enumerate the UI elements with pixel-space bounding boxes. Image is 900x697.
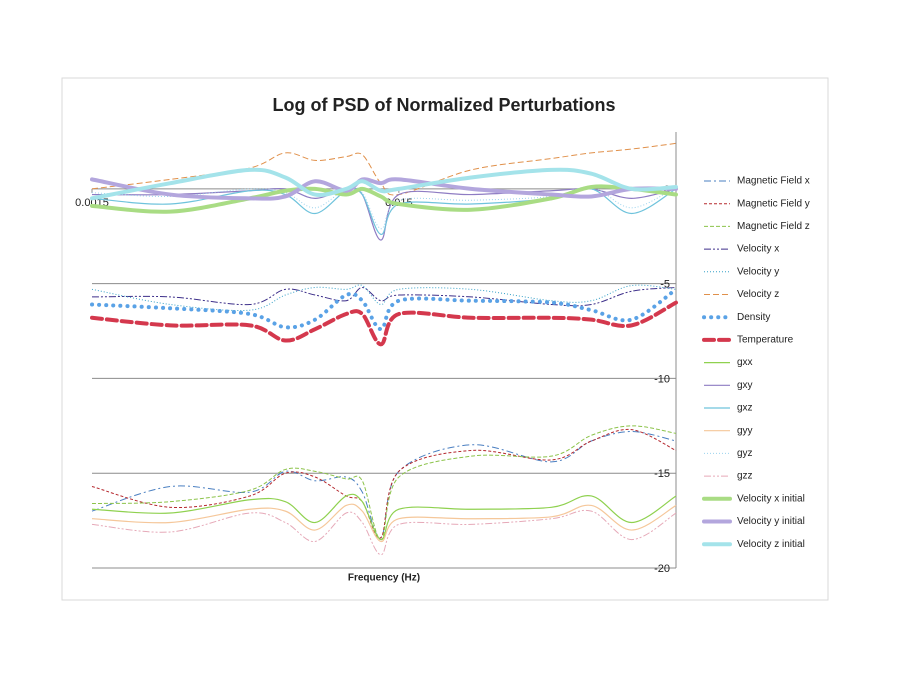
- legend-label: Velocity z initial: [737, 539, 805, 550]
- legend-label: gyz: [737, 448, 753, 459]
- legend-label: Velocity x initial: [737, 493, 805, 504]
- series-line: [91, 493, 677, 541]
- y-tick-label: -10: [654, 373, 670, 385]
- legend-label: Magnetic Field x: [737, 176, 810, 187]
- legend-label: Velocity z: [737, 289, 779, 300]
- y-tick-label: -5: [660, 279, 670, 291]
- series-line: [90, 287, 678, 332]
- legend-label: Velocity x: [737, 244, 779, 255]
- legend-label: gyy: [737, 425, 753, 436]
- series-line: [91, 509, 677, 556]
- series-line: [91, 503, 677, 543]
- legend-label: gzz: [737, 471, 753, 482]
- series-line: [90, 177, 678, 201]
- legend-label: Velocity y initial: [737, 516, 805, 527]
- legend-label: Density: [737, 312, 770, 323]
- legend-label: Temperature: [737, 335, 794, 346]
- y-tick-label: -15: [654, 468, 670, 480]
- chart-title: Log of PSD of Normalized Perturbations: [272, 95, 615, 115]
- series-line: [90, 167, 678, 201]
- series-line: [91, 428, 677, 539]
- chart-border: [61, 77, 829, 601]
- legend-label: Magnetic Field y: [737, 198, 810, 209]
- legend-label: Magnetic Field z: [737, 221, 810, 232]
- legend-label: gxz: [737, 403, 753, 414]
- legend-label: gxx: [737, 357, 753, 368]
- series-line: [91, 425, 677, 541]
- legend-label: gxy: [737, 380, 753, 391]
- x-axis-label: Frequency (Hz): [348, 573, 420, 584]
- series-line: [90, 300, 678, 347]
- series-line: [91, 286, 677, 307]
- series-line: [91, 142, 677, 196]
- legend-label: Velocity y: [737, 266, 779, 277]
- series-line: [91, 284, 677, 312]
- y-tick-label: -20: [654, 563, 670, 575]
